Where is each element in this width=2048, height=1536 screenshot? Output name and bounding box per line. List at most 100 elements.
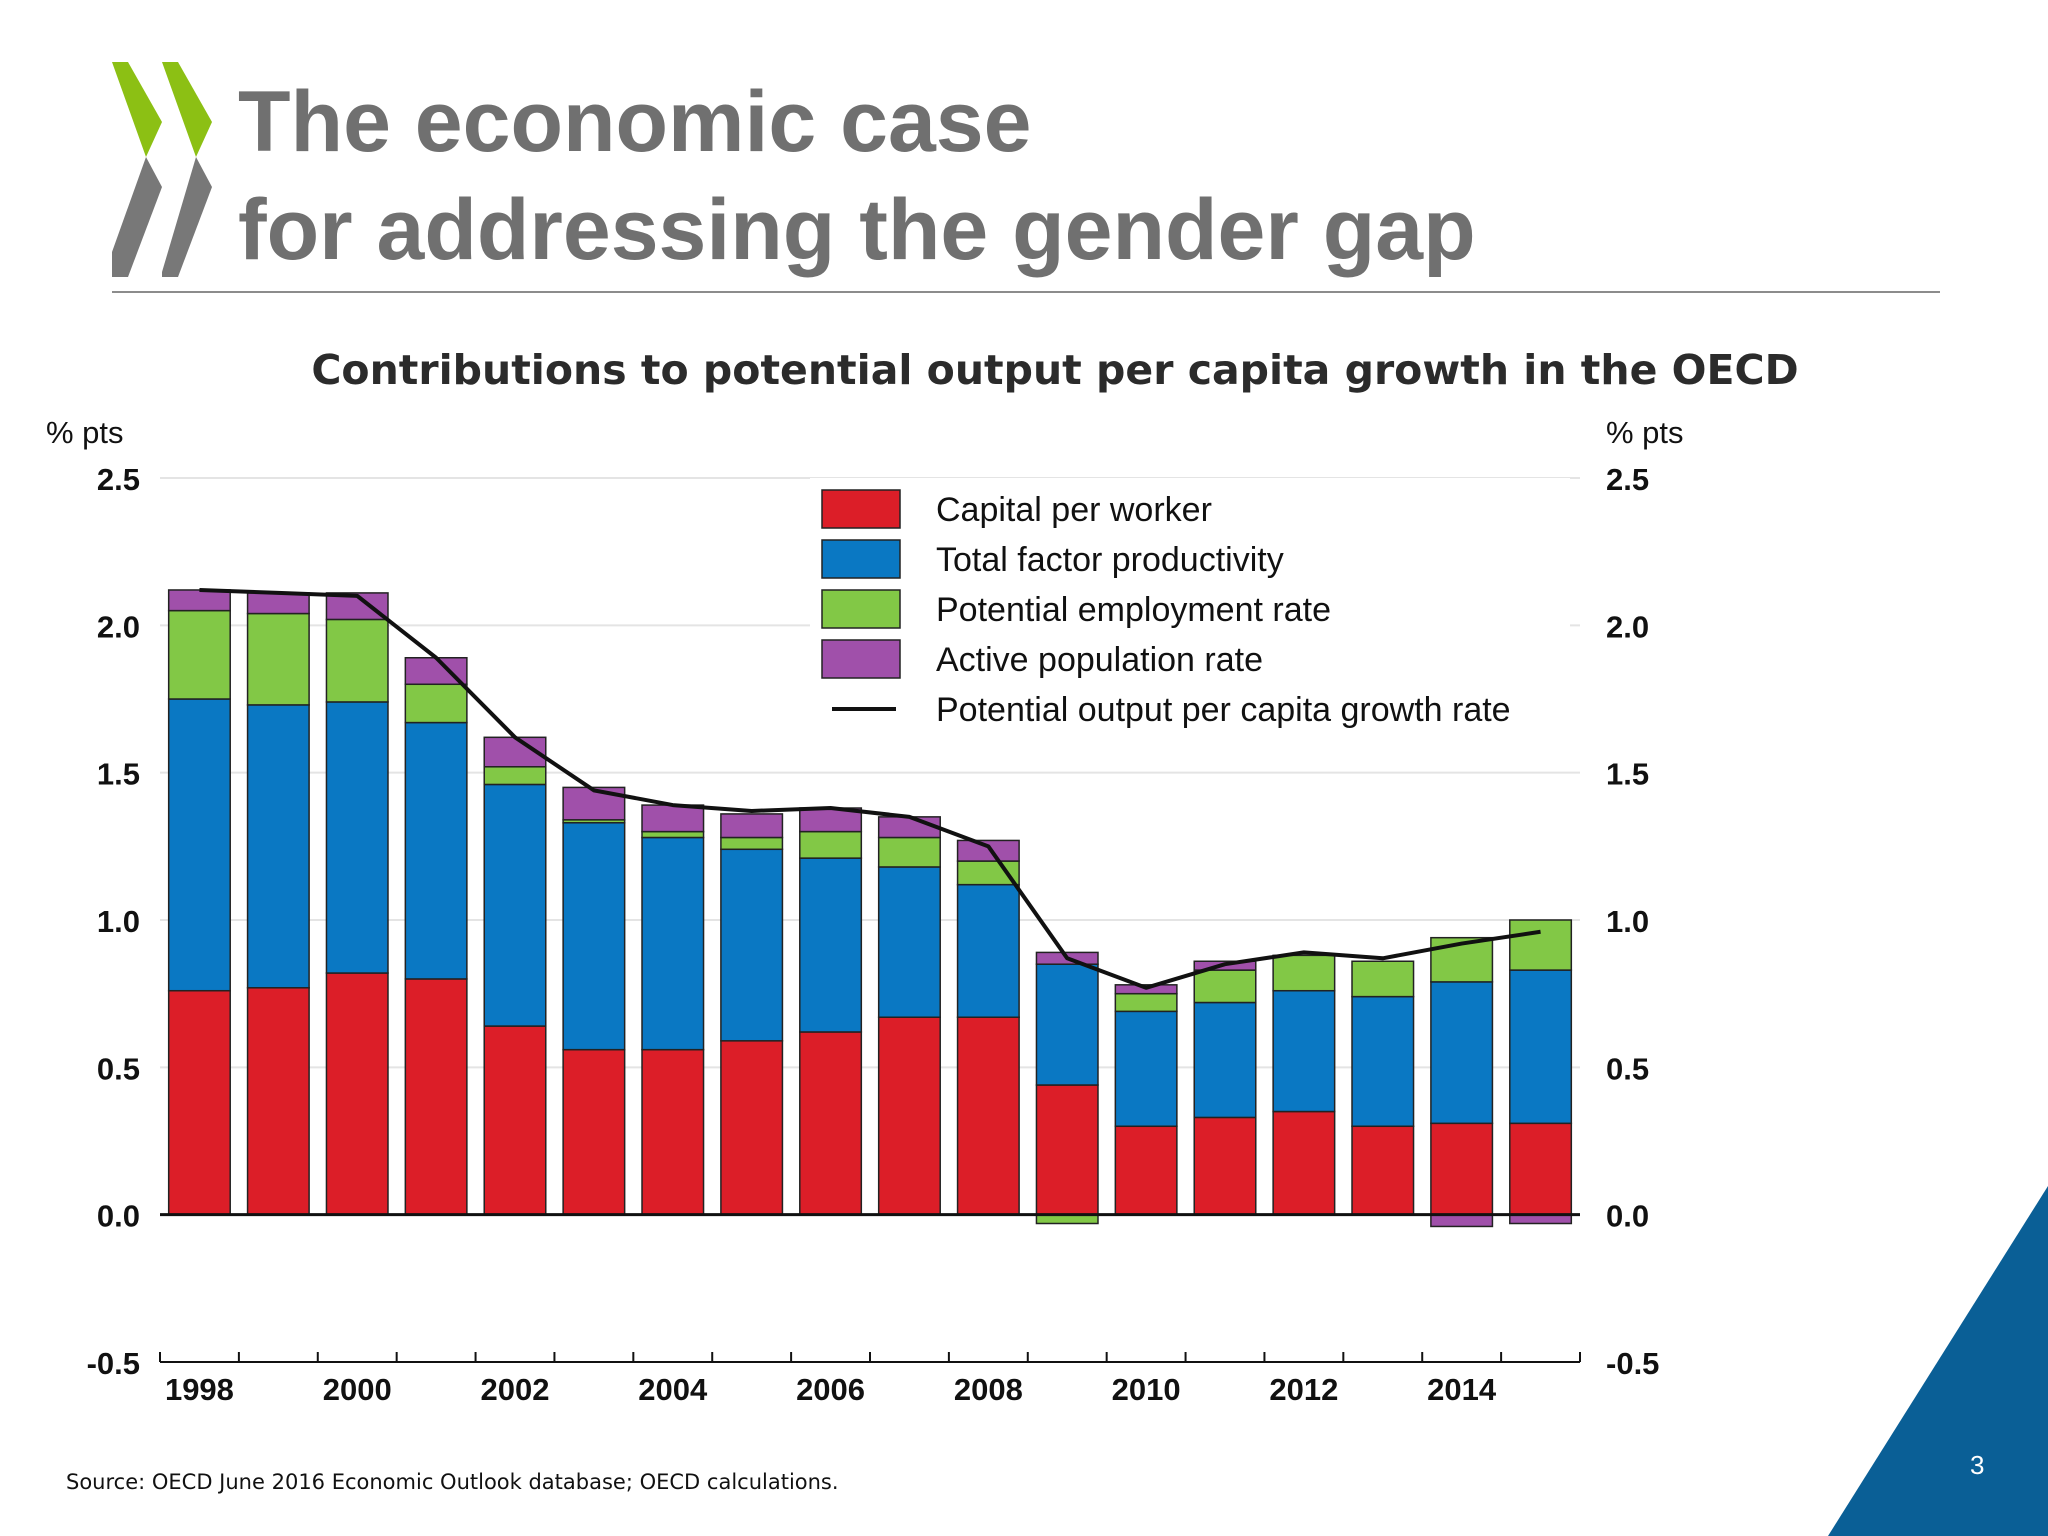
- slide-title-line-1: The economic case: [238, 74, 1032, 170]
- legend-label-capital: Capital per worker: [936, 491, 1212, 529]
- bar-segment-tfp: [167, 698, 231, 992]
- bar-segment-capital: [956, 1016, 1020, 1216]
- bar-segment-tfp: [1351, 995, 1415, 1128]
- x-tick-label: 2014: [1427, 1372, 1497, 1407]
- y-tick-label-left: 1.5: [97, 757, 140, 792]
- x-tick-label: 2004: [638, 1372, 708, 1407]
- bar-segment-tfp: [1035, 963, 1099, 1086]
- bar-segment-tfp: [720, 848, 784, 1042]
- y-tick-label-left: 1.0: [97, 904, 140, 939]
- bar-segment-active: [877, 816, 941, 839]
- bar-segment-tfp: [641, 836, 705, 1051]
- bar-segment-employment: [641, 830, 705, 839]
- x-tick-label: 1998: [165, 1372, 234, 1407]
- logo-green-chevron-2: [162, 62, 212, 157]
- y-tick-label-left: 2.0: [97, 609, 140, 644]
- bar-segment-capital: [483, 1025, 547, 1216]
- logo-gray-chevron-2: [162, 157, 212, 277]
- y-tick-label-right: 0.0: [1606, 1199, 1649, 1234]
- bar-segment-employment: [325, 618, 389, 703]
- bar-segment-employment: [877, 836, 941, 868]
- bar-segment-employment: [483, 766, 547, 786]
- bar-segment-tfp: [483, 783, 547, 1027]
- page-number: 3: [1970, 1450, 1985, 1480]
- bar-segment-tfp: [1193, 1001, 1257, 1119]
- x-tick-label: 2000: [323, 1372, 392, 1407]
- bar-segment-capital: [641, 1048, 705, 1216]
- bar-segment-tfp: [246, 704, 310, 989]
- line-potential-output: [199, 587, 1541, 990]
- bar-segment-tfp: [562, 822, 626, 1051]
- bar-segment-employment: [1193, 969, 1257, 1004]
- stacked-bar-chart: 2.5 2.5 2.0 2.0 1.5 1.5 1.0 1.0 0.5 0.5 0.0 0.0 -0.5…: [46, 415, 1684, 1407]
- bar-segment-employment: [1272, 954, 1336, 992]
- logo-green-chevron-1: [112, 62, 162, 157]
- y-axis-label-left: % pts: [46, 415, 124, 450]
- bar-segment-capital: [1193, 1116, 1257, 1216]
- legend-label-line: Potential output per capita growth rate: [936, 691, 1511, 729]
- bar-segment-employment: [246, 612, 310, 706]
- y-tick-label-right: 1.5: [1606, 757, 1649, 792]
- y-tick-label-left: 0.5: [97, 1051, 140, 1086]
- slide-title: The economic case for addressing the gen…: [238, 68, 1476, 284]
- y-tick-label-right: 2.5: [1606, 462, 1649, 497]
- corner-decoration: [1828, 1186, 2048, 1536]
- y-tick-label-left: -0.5: [87, 1346, 140, 1381]
- y-tick-label-left: 0.0: [97, 1199, 140, 1234]
- bar-segment-active: [956, 839, 1020, 862]
- legend-background: [810, 478, 1570, 740]
- bar-segment-tfp: [1114, 1010, 1178, 1128]
- x-tick-label: 2006: [796, 1372, 865, 1407]
- bar-segment-employment: [167, 609, 231, 700]
- source-note: Source: OECD June 2016 Economic Outlook …: [66, 1470, 839, 1494]
- bar-segment-active: [483, 736, 547, 768]
- bar-segment-employment: [1114, 992, 1178, 1013]
- bar-segment-capital: [246, 987, 310, 1216]
- bar-segment-tfp: [799, 857, 863, 1033]
- bar-segment-tfp: [1430, 981, 1494, 1125]
- bar-segment-tfp: [325, 701, 389, 974]
- bar-segment-capital: [562, 1048, 626, 1216]
- bar-segment-capital: [1272, 1110, 1336, 1216]
- bar-segment-tfp: [877, 866, 941, 1018]
- y-tick-label-right: 1.0: [1606, 904, 1649, 939]
- oecd-logo: [112, 62, 212, 277]
- bar-segment-capital: [720, 1040, 784, 1216]
- chart-title: Contributions to potential output per ca…: [311, 346, 1799, 394]
- y-axis-label-right: % pts: [1606, 415, 1684, 450]
- bar-segment-active: [1430, 1213, 1494, 1228]
- legend-label-employment: Potential employment rate: [936, 591, 1331, 629]
- bar-segment-capital: [325, 972, 389, 1216]
- bar-segment-employment: [1430, 936, 1494, 983]
- slide-title-line-2: for addressing the gender gap: [238, 182, 1476, 278]
- bar-segment-employment: [1509, 919, 1573, 971]
- y-tick-label-right: 0.5: [1606, 1051, 1649, 1086]
- bar-segment-capital: [167, 989, 231, 1216]
- bar-segment-capital: [1509, 1122, 1573, 1216]
- bar-segment-capital: [799, 1031, 863, 1216]
- y-tick-label-left: 2.5: [97, 462, 140, 497]
- bar-segment-active: [167, 589, 231, 612]
- bar-segment-capital: [1035, 1084, 1099, 1216]
- bar-segment-employment: [799, 830, 863, 859]
- bar-segment-active: [325, 592, 389, 621]
- bar-segment-capital: [1351, 1125, 1415, 1216]
- bar-segment-capital: [877, 1016, 941, 1216]
- title-divider: [112, 291, 1940, 293]
- logo-gray-chevron-1: [112, 157, 162, 277]
- legend-swatch-active: [821, 639, 901, 679]
- bar-segment-capital: [1114, 1125, 1178, 1216]
- bar-segment-tfp: [404, 721, 468, 980]
- bar-segment-tfp: [1509, 969, 1573, 1125]
- bar-segment-active: [641, 804, 705, 833]
- bar-segment-employment: [1351, 960, 1415, 998]
- bar-segment-active: [720, 813, 784, 839]
- bar-segment-tfp: [1272, 989, 1336, 1113]
- x-tick-label: 2012: [1269, 1372, 1338, 1407]
- bar-segment-capital: [1430, 1122, 1494, 1216]
- bar-segment-active: [246, 592, 310, 615]
- legend-swatch-employment: [821, 589, 901, 629]
- bar-segment-employment: [956, 860, 1020, 886]
- y-tick-label-right: -0.5: [1606, 1346, 1659, 1381]
- legend-label-tfp: Total factor productivity: [936, 541, 1284, 579]
